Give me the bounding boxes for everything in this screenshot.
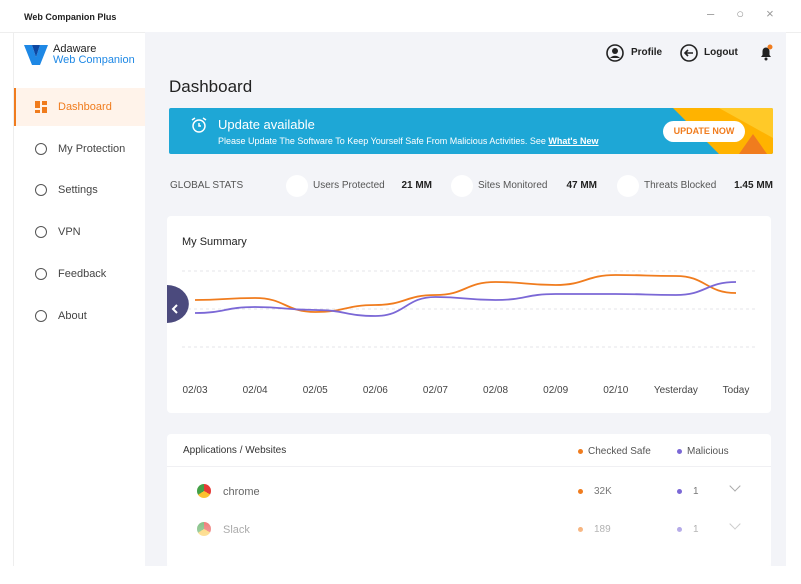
title-bar — [0, 0, 801, 33]
stat-value: 1.45 MM — [734, 180, 773, 191]
nav-item[interactable]: VPN — [14, 213, 147, 251]
nav-label: Dashboard — [58, 101, 112, 113]
stat-name: Sites Monitored — [478, 180, 548, 191]
x-tick-label: Yesterday — [654, 385, 698, 396]
divider — [167, 466, 771, 467]
bell-icon[interactable] — [759, 44, 773, 62]
banner-message: Please Update The Software To Keep Yours… — [218, 136, 546, 146]
x-tick-label: 02/07 — [423, 385, 448, 396]
legend-dot — [677, 449, 682, 454]
stat-icon — [617, 175, 639, 197]
banner-text: Please Update The Software To Keep Yours… — [218, 136, 599, 146]
nav-icon — [35, 226, 47, 239]
nav-item[interactable]: Dashboard — [14, 88, 147, 126]
nav-label: VPN — [58, 226, 81, 239]
icon — [35, 309, 47, 322]
icon — [35, 267, 47, 280]
nav-icon — [35, 267, 47, 280]
logout-icon[interactable] — [680, 44, 698, 62]
x-tick-label: 02/05 — [303, 385, 328, 396]
legend-label: Checked Safe — [588, 446, 651, 457]
nav-icon — [35, 101, 47, 113]
update-banner: Update available Please Update The Softw… — [169, 108, 773, 154]
profile-icon[interactable] — [606, 44, 624, 62]
nav-label: My Protection — [58, 142, 126, 155]
count-dot — [677, 489, 682, 494]
prev-button[interactable] — [167, 285, 189, 323]
x-tick-label: 02/06 — [363, 385, 388, 396]
stat-icon — [451, 175, 473, 197]
banner-title: Update available — [218, 117, 315, 132]
update-button[interactable]: UPDATE NOW — [663, 121, 745, 142]
alarm-icon — [191, 117, 207, 133]
stat-value: 21 MM — [401, 180, 432, 191]
series-line — [194, 274, 737, 313]
x-tick-label: 02/08 — [483, 385, 508, 396]
stat-icon — [286, 175, 308, 197]
x-tick-label: Today — [723, 385, 750, 396]
apps-title: Applications / Websites — [183, 445, 287, 456]
nav-label: Feedback — [58, 267, 107, 280]
border — [13, 32, 14, 566]
profile-link[interactable]: Profile — [631, 47, 663, 58]
whats-new-link[interactable]: What's New — [548, 136, 599, 146]
fade — [167, 494, 771, 566]
stat-name: Users Protected — [313, 180, 385, 191]
summary-chart: My Summary 02/03 02/04 02/05 02/06 02/07 02/0… — [167, 216, 771, 413]
window-title: Web Companion Plus — [24, 12, 117, 22]
stat-value: 47 MM — [566, 180, 597, 191]
nav-item[interactable]: About — [14, 297, 147, 335]
icon — [35, 101, 47, 113]
nav-icon — [35, 309, 47, 322]
icon — [35, 226, 47, 239]
apps-card: Applications / Websites Checked Safe Mali… — [167, 434, 771, 566]
nav-label: About — [58, 309, 87, 322]
logo — [24, 45, 48, 65]
x-tick-label: 02/04 — [243, 385, 268, 396]
x-tick-label: 02/03 — [182, 385, 207, 396]
button-shape — [167, 285, 189, 323]
icon — [35, 184, 47, 197]
chevron — [171, 304, 178, 314]
count-dot — [578, 489, 583, 494]
nav-item[interactable]: Feedback — [14, 255, 147, 293]
nav-item[interactable]: Settings — [14, 171, 147, 209]
stats-label: GLOBAL STATS — [170, 180, 244, 191]
nav-item[interactable]: My Protection — [14, 130, 147, 168]
icon — [35, 142, 47, 155]
page-title: Dashboard — [169, 77, 253, 96]
count-malicious: 1 — [693, 486, 699, 497]
stat-name: Threats Blocked — [644, 180, 717, 191]
nav-label: Settings — [58, 184, 98, 197]
chart-title: My Summary — [182, 236, 247, 248]
nav-icon — [35, 184, 47, 197]
window-controls[interactable]: –○× — [707, 6, 796, 21]
brand-name: Adaware — [53, 43, 97, 55]
x-tick-label: 02/10 — [603, 385, 628, 396]
expand-chevron[interactable] — [729, 480, 741, 492]
guides — [182, 270, 758, 348]
nav-icon — [35, 142, 47, 155]
legend-dot — [578, 449, 583, 454]
count-safe: 32K — [594, 486, 612, 497]
x-tick-label: 02/09 — [543, 385, 568, 396]
brand-sub: Web Companion — [53, 54, 135, 66]
logout-link[interactable]: Logout — [704, 47, 738, 58]
series-line — [194, 281, 737, 317]
legend-label: Malicious — [687, 446, 729, 457]
